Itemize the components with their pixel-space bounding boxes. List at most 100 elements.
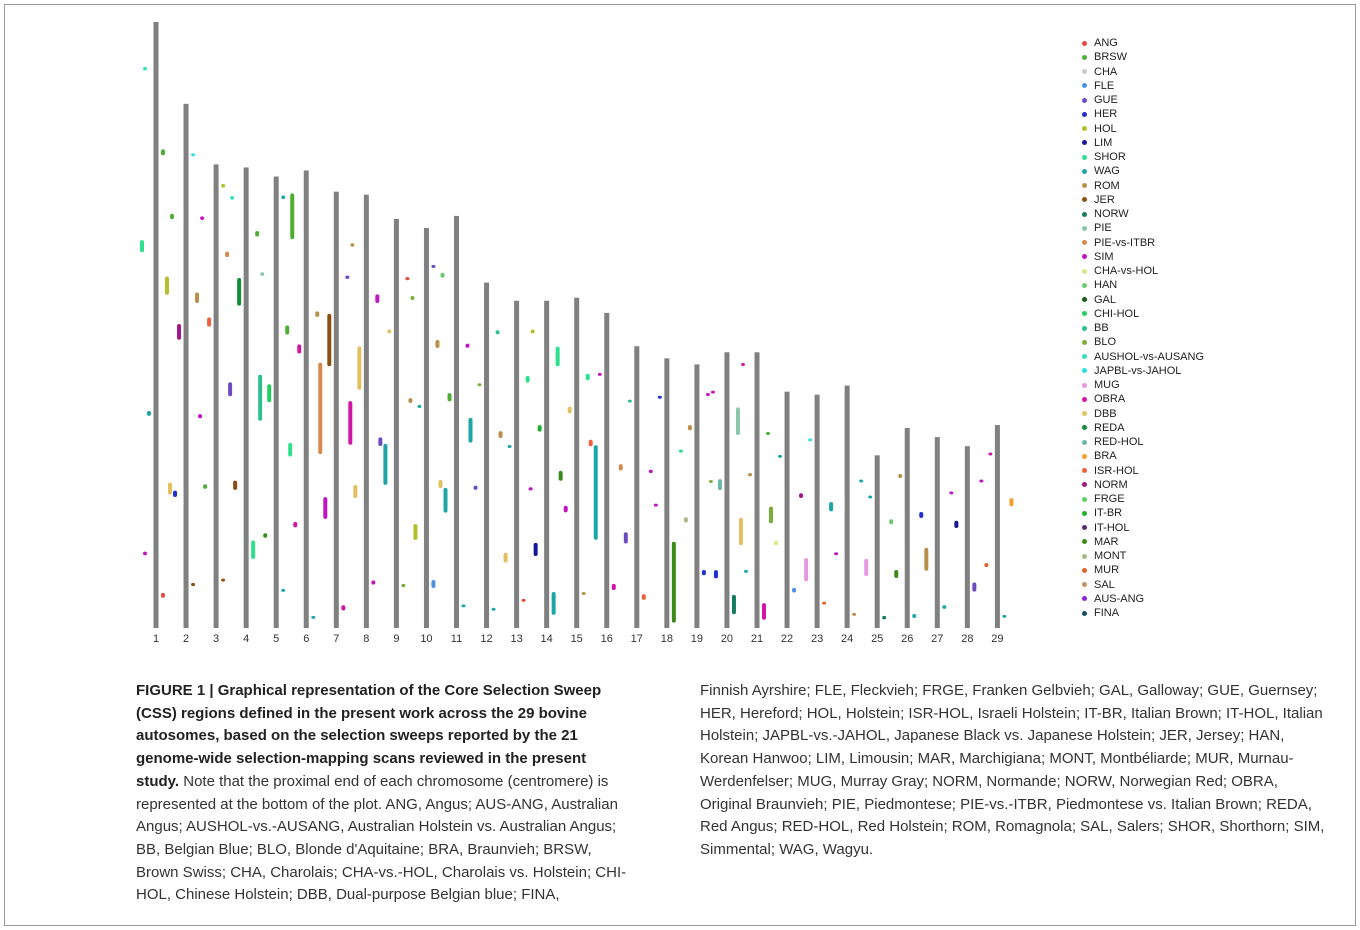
sweep-segment (859, 479, 864, 483)
legend-label: SAL (1094, 578, 1115, 591)
sweep-segment (375, 294, 380, 304)
sweep-segment (410, 296, 415, 301)
sweep-segment (537, 425, 542, 432)
chromosome-bar (754, 352, 760, 628)
chromosome-label: 9 (393, 633, 399, 645)
legend-item: IT-HOL (1082, 521, 1282, 535)
sweep-segment (618, 464, 623, 471)
sweep-segment (741, 363, 745, 367)
sweep-segment (705, 393, 710, 397)
sweep-segment (808, 438, 813, 442)
legend-label: FINA (1094, 607, 1120, 620)
sweep-segment (868, 495, 873, 499)
sweep-segment (687, 425, 692, 431)
chromosome-bar (303, 170, 309, 628)
sweep-segment (413, 524, 418, 541)
chromosome-24: 24 (834, 385, 864, 645)
chromosome-14: 14 (530, 300, 563, 645)
chromosome-label: 19 (691, 633, 703, 645)
legend-label: MUR (1094, 564, 1120, 577)
chromosome-10: 10 (410, 228, 443, 645)
sweep-segment (147, 411, 151, 416)
caption-right: Finnish Ayrshire; FLE, Fleckvieh; FRGE, … (700, 680, 1330, 862)
sweep-segment (799, 493, 804, 499)
sweep-segment (237, 277, 242, 306)
legend-swatch (1082, 339, 1087, 345)
legend-swatch (1082, 197, 1087, 203)
legend-label: AUSHOL-vs-AUSANG (1094, 350, 1205, 363)
sweep-segment (401, 583, 406, 588)
chromosome-2: 2 (170, 103, 203, 645)
legend-swatch (1082, 297, 1087, 303)
legend-item: BRSW (1082, 50, 1282, 64)
sweep-segment (671, 541, 676, 623)
chromosome-8: 8 (350, 194, 383, 645)
sweep-segment (357, 346, 362, 390)
legend-label: JER (1094, 193, 1115, 206)
sweep-segment (170, 213, 175, 220)
legend-swatch (1082, 482, 1087, 488)
sweep-segment (207, 317, 212, 327)
sweep-segment (143, 551, 147, 556)
legend-item: FLE (1082, 79, 1282, 93)
sweep-segment (551, 592, 556, 615)
sweep-segment (717, 479, 722, 491)
sweep-segment (611, 583, 616, 591)
chromosome-label: 7 (333, 633, 339, 645)
sweep-segment (641, 594, 646, 600)
sweep-segment (443, 487, 448, 513)
sweep-segment (623, 532, 628, 544)
sweep-segment (143, 66, 147, 71)
legend-swatch (1082, 411, 1087, 417)
legend-item: AUSHOL-vs-AUSANG (1082, 350, 1282, 364)
sweep-segment (431, 264, 436, 269)
sweep-segment (318, 362, 323, 455)
chromosome-11: 11 (440, 215, 473, 645)
sweep-segment (323, 497, 328, 519)
sweep-segment (822, 601, 827, 605)
legend-label: ROM (1094, 179, 1120, 192)
chromosome-bar (664, 358, 670, 628)
legend-label: BRSW (1094, 51, 1127, 64)
sweep-segment (942, 605, 947, 609)
sweep-segment (345, 275, 350, 279)
legend-label: HOL (1094, 122, 1117, 135)
chromosome-bar (784, 391, 790, 628)
legend-label: PIE-vs-ITBR (1094, 236, 1156, 249)
legend-label: HAN (1094, 279, 1118, 292)
sweep-segment (972, 582, 977, 592)
legend-item: BB (1082, 321, 1282, 335)
sweep-segment (533, 542, 538, 557)
sweep-segment (585, 373, 590, 381)
legend-label: DBB (1094, 407, 1117, 420)
legend-swatch (1082, 425, 1087, 431)
legend-label: GUE (1094, 94, 1118, 107)
chromosome-bar (844, 385, 850, 628)
sweep-segment (383, 443, 388, 485)
chromosome-label: 5 (273, 633, 279, 645)
sweep-segment (954, 520, 959, 529)
legend-item: CHA (1082, 65, 1282, 79)
legend-label: CHA (1094, 65, 1118, 78)
sweep-segment (281, 588, 286, 592)
sweep-segment (498, 431, 503, 439)
sweep-segment (221, 578, 226, 582)
legend-swatch (1082, 325, 1087, 331)
legend-swatch (1082, 168, 1087, 174)
legend-label: RED-HOL (1094, 436, 1144, 449)
sweep-segment (912, 614, 917, 619)
sweep-segment (735, 407, 740, 435)
chromosome-4: 4 (230, 167, 263, 645)
legend-label: HER (1094, 108, 1118, 121)
sweep-segment (221, 183, 226, 188)
sweep-segment (988, 452, 993, 456)
legend-item: OBRA (1082, 392, 1282, 406)
chromosome-20: 20 (710, 352, 743, 645)
legend-swatch (1082, 140, 1087, 146)
chromosome-label: 17 (631, 633, 643, 645)
legend-label: BB (1094, 322, 1109, 335)
chromosome-bar (964, 446, 970, 628)
sweep-segment (558, 470, 563, 481)
sweep-segment (263, 533, 268, 538)
legend-item: REDA (1082, 421, 1282, 435)
